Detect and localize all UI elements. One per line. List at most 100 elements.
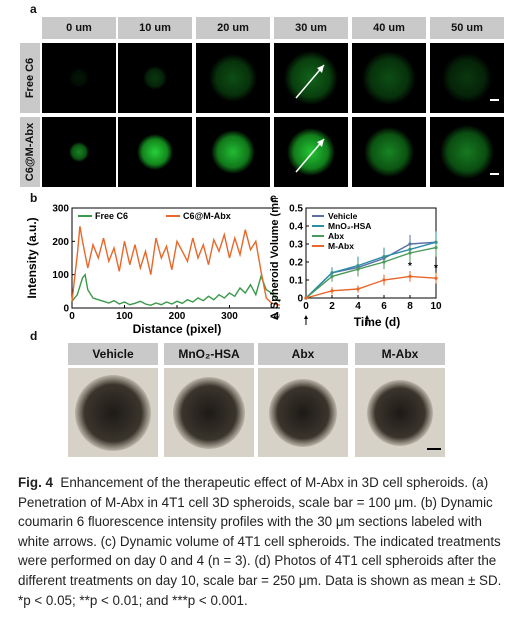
legend-label: Abx (328, 231, 344, 241)
spheroid-photo (68, 368, 158, 457)
fluorescence-image-graphic (137, 134, 173, 170)
y-tick-label: 300 (52, 204, 69, 215)
x-axis-label: Distance (pixel) (133, 322, 222, 336)
spheroid-glow (69, 68, 89, 88)
data-point (356, 287, 360, 291)
x-tick-label: 10 (430, 301, 442, 312)
x-tick-label: 8 (407, 301, 413, 312)
treatment-header: Vehicle (68, 343, 158, 365)
treatment-arrow-head (365, 315, 369, 319)
data-point (434, 276, 438, 280)
panel-a-label: a (30, 2, 37, 16)
fluorescence-image (42, 117, 116, 187)
legend-label: Free C6 (95, 211, 128, 221)
series-line (305, 275, 437, 299)
fluorescence-image (352, 43, 426, 113)
fluorescence-image (430, 43, 504, 113)
spheroid-photo-graphic (173, 377, 245, 449)
spheroid-photo (355, 368, 445, 457)
y-tick-label: 0.3 (289, 240, 303, 251)
fluorescence-image (118, 43, 192, 113)
spheroid-glow (284, 51, 338, 105)
spheroid (173, 377, 245, 449)
spheroid-glow (362, 51, 416, 105)
fluorescence-image-graphic (287, 128, 335, 176)
fluorescence-image-graphic (440, 125, 499, 179)
depth-header: 10 um (118, 17, 192, 39)
series-line (305, 246, 437, 299)
depth-header: 30 um (274, 17, 348, 39)
fluorescence-image-graphic (284, 51, 338, 105)
white-arrow (295, 138, 325, 173)
spheroid (367, 380, 433, 446)
x-tick-label: 400 (274, 311, 280, 322)
depth-header: 20 um (196, 17, 270, 39)
y-tick-label: 0.1 (289, 276, 303, 287)
row-label-text: Free C6 (24, 57, 36, 99)
x-tick-label: 0 (303, 301, 309, 312)
spheroid (75, 375, 151, 451)
depth-header: 50 um (430, 17, 504, 39)
caption-body: (a) Penetration of M-Abx in 4T1 cell 3D … (18, 475, 502, 608)
data-point (382, 260, 386, 264)
treatment-header: M-Abx (355, 343, 445, 365)
row-label-text: C6@M-Abx (24, 122, 36, 182)
spheroid-volume-chart: 0 2 4 6 8 10 0 0.1 0.2 0.3 0.4 0.5 VehicleMnO₂-HSAAb… (269, 198, 442, 329)
fluorescence-image (430, 117, 504, 187)
y-tick-label: 100 (52, 270, 69, 281)
spheroid-glow (440, 125, 494, 179)
series-line (305, 241, 437, 299)
spheroid-photo-graphic (269, 379, 337, 447)
data-point (304, 296, 308, 300)
y-tick-label: 0.4 (289, 222, 303, 233)
data-point (330, 289, 334, 293)
fluorescence-image (352, 117, 426, 187)
y-tick-label: 0.5 (289, 204, 303, 215)
treatment-header: Abx (258, 343, 348, 365)
fluorescence-image-graphic (69, 142, 89, 162)
intensity-profile-chart: 0 100 200 300 400 0 100 200 300 Free C6 C6@M-Abx Di… (25, 204, 280, 336)
data-point (356, 267, 360, 271)
data-point (382, 278, 386, 282)
panel-a: a 0 um 10 um 20 um 30 um 40 um 50 um Free C6 … (0, 0, 528, 190)
legend-label: MnO₂-HSA (328, 221, 371, 231)
figure-caption: Fig. 4 Enhancement of the therapeutic ef… (18, 473, 514, 610)
x-tick-label: 6 (381, 301, 387, 312)
y-tick-label: 0.2 (289, 258, 303, 269)
depth-header: 0 um (42, 17, 116, 39)
spheroid-glow (69, 142, 89, 162)
row-label-c6-m-abx: C6@M-Abx (20, 117, 40, 187)
fluorescence-image-graphic (209, 54, 257, 102)
spheroid-glow (287, 128, 335, 176)
fluorescence-image-graphic (211, 130, 255, 174)
fluorescence-image (196, 117, 270, 187)
panel-c-label: c (270, 191, 277, 205)
significance-marker: * (434, 263, 438, 274)
x-tick-label: 0 (69, 311, 75, 322)
fluorescence-image (196, 43, 270, 113)
fluorescence-image (118, 117, 192, 187)
scale-bar (490, 173, 499, 175)
depth-header: 40 um (352, 17, 426, 39)
data-point (434, 246, 438, 250)
fluorescence-image (274, 117, 348, 187)
arrow-head (317, 139, 324, 147)
fluorescence-image-graphic (69, 68, 89, 88)
series-line (71, 273, 280, 307)
spheroid-photo-graphic (75, 375, 151, 451)
caption-fig-label: Fig. 4 (18, 475, 53, 490)
x-tick-label: 200 (169, 311, 186, 322)
caption-title: Enhancement of the therapeutic effect of… (60, 475, 469, 490)
spheroid-glow (442, 53, 492, 103)
spheroid-glow (364, 127, 414, 177)
legend-label: M-Abx (328, 241, 354, 251)
panel-b-label: b (30, 191, 38, 205)
spheroid-glow (137, 134, 173, 170)
row-label-free-c6: Free C6 (20, 43, 40, 113)
y-axis-label: Intensity (a.u.) (25, 217, 39, 298)
x-axis-label: Time (d) (354, 315, 400, 329)
x-tick-label: 100 (116, 311, 133, 322)
spheroid-photo-graphic (367, 380, 441, 450)
treatment-header: MnO₂-HSA (164, 343, 254, 365)
series-line (305, 241, 437, 299)
